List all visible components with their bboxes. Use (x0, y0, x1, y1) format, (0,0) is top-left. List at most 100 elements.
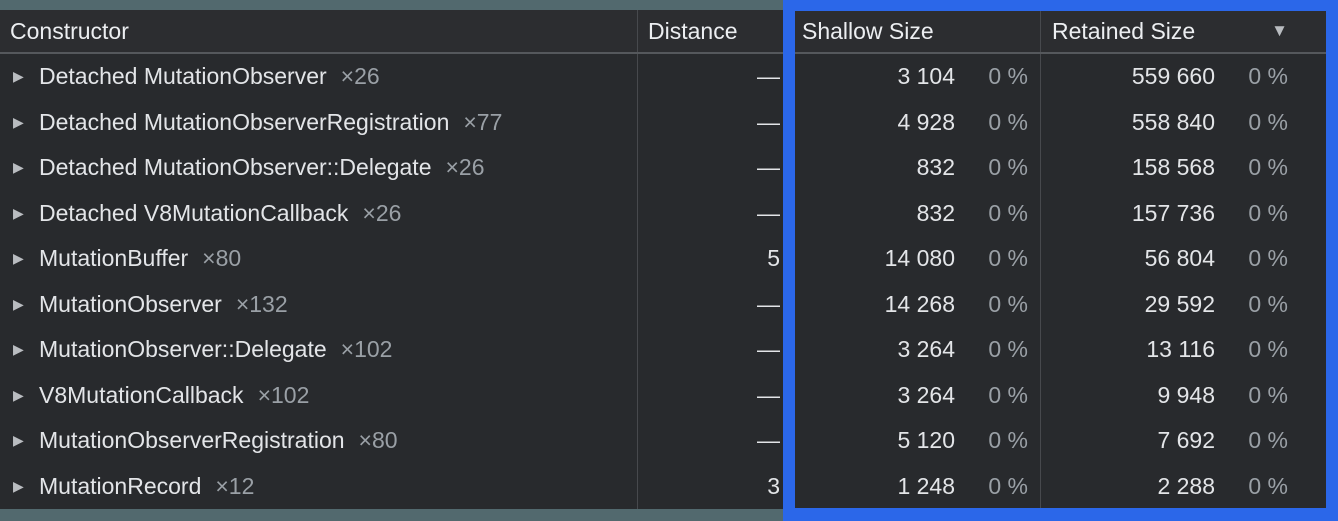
instance-count: ×26 (362, 199, 402, 226)
table-row[interactable]: ▶ Detached MutationObserver ×26—3 104 0 % 55… (0, 54, 1338, 100)
distance-value: 3 (767, 472, 780, 499)
sort-descending-icon[interactable]: ▼ (1271, 21, 1288, 40)
expander-icon[interactable]: ▶ (13, 68, 24, 85)
shallow-size-value: 14 080 (884, 245, 955, 272)
shallow-size-cell: 1 248 0 % (790, 463, 1041, 509)
shallow-size-cell: 4 928 0 % (790, 99, 1041, 145)
expander-icon[interactable]: ▶ (13, 432, 24, 449)
retained-size-percent: 0 % (1248, 108, 1288, 135)
column-header-shallow-size[interactable]: Shallow Size (790, 10, 1041, 52)
constructor-cell: ▶ MutationBuffer ×80 (0, 236, 638, 282)
table-body: ▶ Detached MutationObserver ×26—3 104 0 % 55… (0, 54, 1338, 509)
expander-icon[interactable]: ▶ (13, 477, 24, 494)
shallow-size-cell: 14 268 0 % (790, 281, 1041, 327)
shallow-size-percent: 0 % (988, 336, 1028, 363)
distance-value: — (757, 336, 780, 363)
constructor-name: MutationObserver::Delegate (39, 336, 327, 363)
distance-value: — (757, 381, 780, 408)
shallow-size-value: 3 264 (897, 381, 955, 408)
constructor-cell: ▶ V8MutationCallback ×102 (0, 372, 638, 418)
expander-icon[interactable]: ▶ (13, 386, 24, 403)
table-row[interactable]: ▶ MutationObserver ×132 — 14 268 0 % 29 592 0 % (0, 281, 1338, 328)
shallow-size-value: 4 928 (897, 108, 955, 135)
instance-count: ×102 (340, 336, 393, 363)
distance-cell: — (638, 145, 790, 191)
instance-count: ×26 (445, 154, 485, 181)
shallow-size-percent: 0 % (988, 154, 1028, 181)
expander-icon[interactable]: ▶ (13, 341, 24, 358)
shallow-size-cell: 832 0 % (790, 145, 1041, 191)
retained-size-percent: 0 % (1248, 63, 1288, 90)
instance-count: ×26 (340, 63, 380, 90)
shallow-size-percent: 0 % (988, 427, 1028, 454)
bottom-frame-strip (0, 509, 1338, 521)
constructor-cell: ▶ MutationObserver ×132 (0, 281, 638, 327)
heap-snapshot-table: Constructor Distance Shallow Size Retain… (0, 10, 1338, 509)
table-row[interactable]: ▶ MutationRecord ×12 3 1 248 0 % 2 288 0 % (0, 463, 1338, 510)
distance-value: 5 (767, 245, 780, 272)
distance-cell: 3 (638, 464, 790, 510)
expander-icon[interactable]: ▶ (13, 204, 24, 221)
constructor-name: MutationObserver (39, 290, 222, 317)
shallow-size-percent: 0 % (988, 199, 1028, 226)
column-header-label: Retained Size (1052, 17, 1196, 44)
column-header-label: Distance (648, 17, 738, 44)
column-header-label: Constructor (10, 17, 129, 44)
shallow-size-value: 832 (916, 154, 955, 181)
table-row[interactable]: ▶ MutationObserverRegistration ×80 — 5 120 0 … (0, 418, 1338, 464)
constructor-cell: ▶ Detached V8MutationCallback ×26 (0, 190, 638, 236)
shallow-size-value: 5 120 (897, 427, 955, 454)
shallow-size-value: 1 248 (897, 472, 955, 499)
constructor-cell: ▶ Detached MutationObserver::Delegate ×26 (0, 145, 638, 191)
constructor-cell: ▶ MutationObserverRegistration ×80 (0, 418, 638, 464)
shallow-size-cell: 3 264 0 % (790, 372, 1041, 418)
expander-icon[interactable]: ▶ (13, 250, 24, 267)
distance-cell: — (638, 282, 790, 328)
shallow-size-cell: 14 080 0 % (790, 236, 1041, 282)
distance-value: — (757, 427, 780, 454)
retained-size-percent: 0 % (1248, 290, 1288, 317)
distance-value: — (757, 63, 780, 90)
shallow-size-percent: 0 % (988, 245, 1028, 272)
retained-size-percent: 0 % (1248, 381, 1288, 408)
retained-size-value: 9 948 (1157, 381, 1215, 408)
constructor-cell: ▶ Detached MutationObserver ×26 (0, 54, 638, 100)
retained-size-percent: 0 % (1248, 199, 1288, 226)
distance-cell: — (638, 54, 790, 100)
table-row[interactable]: ▶ V8MutationCallback ×102 — 3 264 0 % 9 948 0 % (0, 372, 1338, 418)
retained-size-cell: 2 288 0 % (1041, 464, 1338, 510)
shallow-size-cell: 5 120 0 % (790, 418, 1041, 464)
instance-count: ×77 (463, 108, 503, 135)
retained-size-cell: 56 804 0 % (1041, 236, 1338, 282)
retained-size-cell: 157 736 0 % (1041, 191, 1338, 237)
constructor-name: Detached MutationObserver (39, 63, 327, 90)
table-row[interactable]: ▶ Detached V8MutationCallback ×26—832 0 % 15… (0, 190, 1338, 237)
table-row[interactable]: ▶ Detached MutationObserver::Delegate ×26 —… (0, 145, 1338, 191)
shallow-size-value: 832 (916, 199, 955, 226)
shallow-size-percent: 0 % (988, 381, 1028, 408)
distance-cell: 5 (638, 236, 790, 282)
expander-icon[interactable]: ▶ (13, 295, 24, 312)
retained-size-value: 56 804 (1144, 245, 1215, 272)
retained-size-value: 7 692 (1157, 427, 1215, 454)
retained-size-cell: 558 840 0 % (1041, 100, 1338, 146)
constructor-cell: ▶ Detached MutationObserverRegistration ×7… (0, 99, 638, 145)
column-header-distance[interactable]: Distance (638, 10, 790, 52)
shallow-size-value: 3 104 (897, 63, 955, 90)
table-row[interactable]: ▶ MutationObserver::Delegate ×102 — 3 264 0 %… (0, 327, 1338, 373)
shallow-size-cell: 3 104 0 % (790, 54, 1041, 100)
constructor-name: V8MutationCallback (39, 381, 244, 408)
expander-icon[interactable]: ▶ (13, 159, 24, 176)
instance-count: ×80 (358, 427, 398, 454)
distance-value: — (757, 154, 780, 181)
distance-cell: — (638, 100, 790, 146)
column-header-constructor[interactable]: Constructor (0, 10, 638, 52)
table-row[interactable]: ▶ MutationBuffer ×80 5 14 080 0 % 56 804 0 % (0, 236, 1338, 282)
top-frame-strip (0, 0, 1338, 10)
retained-size-percent: 0 % (1248, 245, 1288, 272)
column-header-retained-size[interactable]: Retained Size ▼ (1041, 10, 1338, 52)
retained-size-value: 157 736 (1131, 199, 1215, 226)
constructor-cell: ▶ MutationRecord ×12 (0, 463, 638, 509)
table-row[interactable]: ▶ Detached MutationObserverRegistration ×7… (0, 99, 1338, 146)
expander-icon[interactable]: ▶ (13, 113, 24, 130)
